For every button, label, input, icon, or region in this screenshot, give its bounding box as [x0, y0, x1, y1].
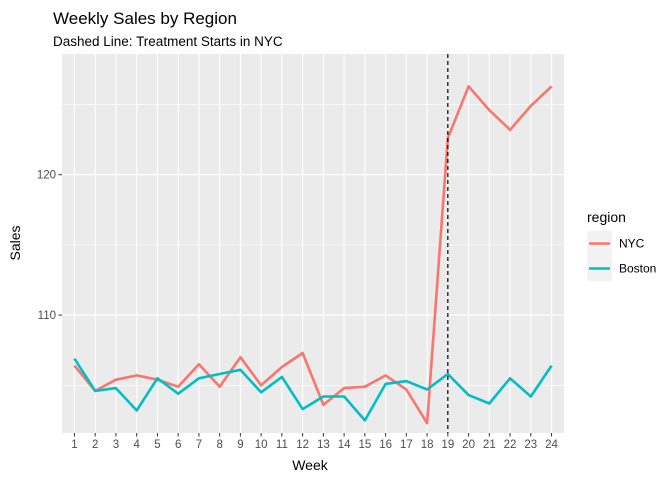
legend-label: NYC — [619, 237, 645, 251]
x-tick-label: 9 — [237, 439, 243, 451]
legend: region NYC Boston — [587, 209, 656, 281]
legend-title: region — [587, 209, 626, 225]
y-tick-label: 110 — [38, 310, 56, 322]
x-tick-label: 23 — [524, 439, 537, 451]
x-axis-title: Week — [292, 457, 329, 473]
x-tick-label: 18 — [421, 439, 434, 451]
x-tick-label: 16 — [379, 439, 392, 451]
y-tick-label: 120 — [37, 170, 56, 182]
x-tick-label: 10 — [255, 439, 268, 451]
x-tick-label: 24 — [545, 439, 558, 451]
series-lines — [73, 85, 553, 425]
legend-label: Boston — [619, 262, 656, 276]
plot-panel — [62, 54, 564, 433]
major-gridlines — [62, 54, 564, 433]
x-tick-label: 3 — [113, 439, 119, 451]
chart-title: Weekly Sales by Region — [53, 9, 237, 28]
x-tick-label: 19 — [441, 439, 454, 451]
x-tick-label: 21 — [483, 439, 496, 451]
x-tick-label: 14 — [338, 439, 351, 451]
x-tick-label: 2 — [92, 439, 98, 451]
x-tick-label: 1 — [71, 439, 77, 451]
x-tick-label: 5 — [154, 439, 160, 451]
x-tick-label: 11 — [276, 439, 288, 451]
x-tick-label: 6 — [175, 439, 181, 451]
x-tick-label: 22 — [504, 439, 517, 451]
series-line-boston — [73, 357, 553, 422]
series-line-nyc — [73, 85, 553, 425]
x-tick-label: 12 — [296, 439, 309, 451]
x-tick-label: 4 — [133, 439, 140, 451]
x-tick-label: 20 — [462, 439, 475, 451]
chart-subtitle: Dashed Line: Treatment Starts in NYC — [53, 34, 283, 49]
x-tick-label: 15 — [358, 439, 371, 451]
x-axis: 1 2 3 4 5 6 7 8 9 10 11 12 13 14 15 16 17 18 19 20 21 22 23 24 — [71, 433, 559, 451]
minor-gridlines — [62, 104, 564, 386]
x-tick-label: 17 — [400, 439, 413, 451]
y-axis: 110 120 — [37, 170, 62, 322]
x-tick-label: 7 — [196, 439, 202, 451]
x-tick-label: 13 — [317, 439, 330, 451]
x-tick-label: 8 — [216, 439, 222, 451]
y-axis-title: Sales — [7, 225, 23, 260]
